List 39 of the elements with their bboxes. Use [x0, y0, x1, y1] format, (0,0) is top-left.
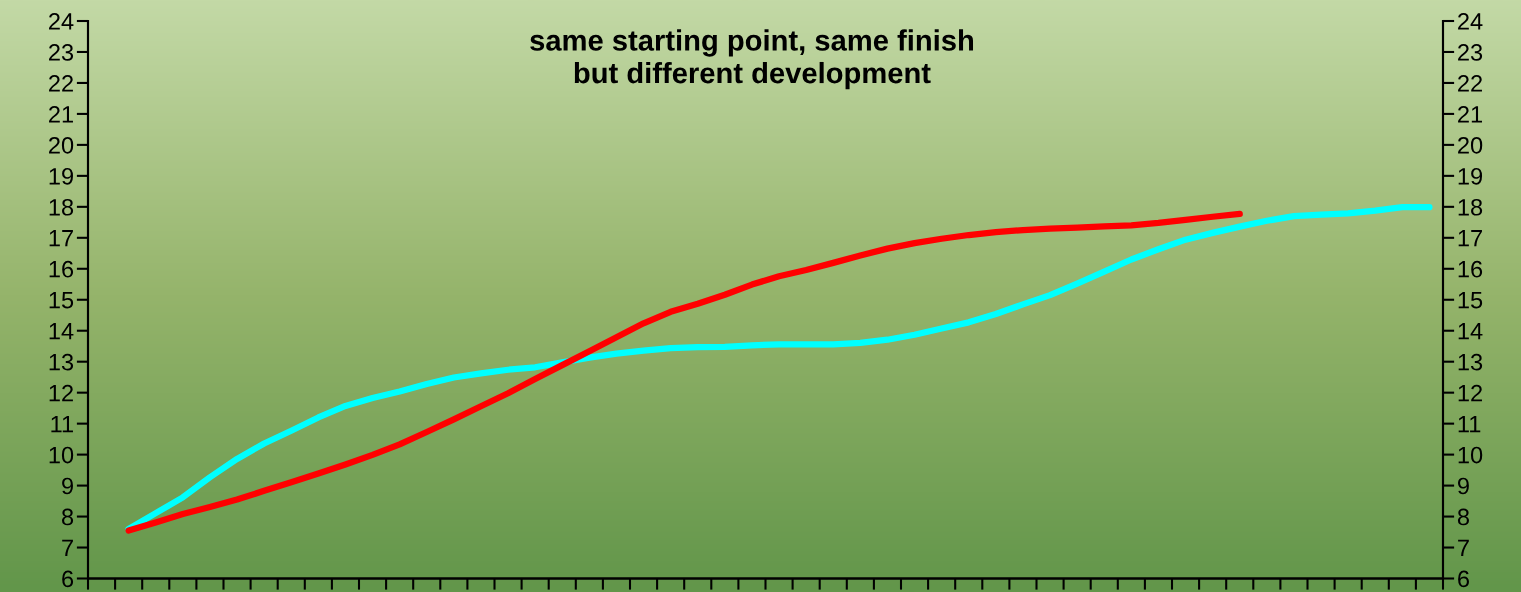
y2-tick-label: 19 — [1458, 167, 1483, 185]
y-tick-label: 17 — [49, 230, 73, 247]
y-tick-label: 18 — [49, 198, 74, 216]
y-tick-label: 14 — [49, 323, 74, 340]
y2-tick-label: 22 — [1458, 75, 1482, 92]
y2-tick-label: 24 — [1458, 13, 1483, 30]
y-tick-label: 10 — [49, 446, 74, 464]
y2-tick-label: 6 — [1458, 570, 1469, 588]
y-tick-label: 24 — [49, 13, 74, 30]
y2-tick-label: 9 — [1458, 477, 1469, 495]
y2-tick-label: 15 — [1458, 292, 1483, 309]
y-tick-label: 22 — [49, 75, 73, 92]
y-tick-label: 8 — [62, 508, 74, 526]
y2-tick-label: 18 — [1458, 198, 1483, 216]
y-tick-label: 21 — [49, 105, 73, 123]
y2-tick-label: 7 — [1458, 539, 1469, 557]
y-tick-label: 7 — [62, 539, 73, 557]
y-tick-label: 23 — [49, 44, 74, 61]
y2-tick-label: 16 — [1458, 260, 1483, 278]
y-tick-label: 16 — [49, 260, 74, 278]
y-tick-label: 19 — [49, 167, 73, 185]
y2-tick-label: 23 — [1458, 44, 1483, 61]
y2-tick-label: 10 — [1458, 446, 1483, 464]
text: same starting point, same finish but different development — [530, 29, 974, 90]
y2-tick-label: 8 — [1457, 508, 1469, 526]
y2-tick-label: 17 — [1458, 230, 1482, 247]
y2-tick-label: 11 — [1458, 415, 1481, 433]
y2-tick-label: 21 — [1458, 105, 1482, 123]
y-tick-label: 13 — [49, 353, 74, 371]
y-tick-label: 6 — [62, 570, 74, 588]
y2-tick-label: 12 — [1458, 384, 1482, 402]
y-tick-label: 12 — [49, 384, 73, 402]
y2-tick-label: 13 — [1458, 353, 1483, 371]
y-tick-label: 11 — [51, 415, 73, 433]
y-tick-label: 15 — [49, 292, 74, 309]
y2-tick-label: 20 — [1458, 136, 1483, 154]
y-tick-label: 20 — [49, 136, 74, 154]
y-tick-label: 9 — [62, 477, 73, 495]
y2-tick-label: 14 — [1458, 323, 1483, 340]
